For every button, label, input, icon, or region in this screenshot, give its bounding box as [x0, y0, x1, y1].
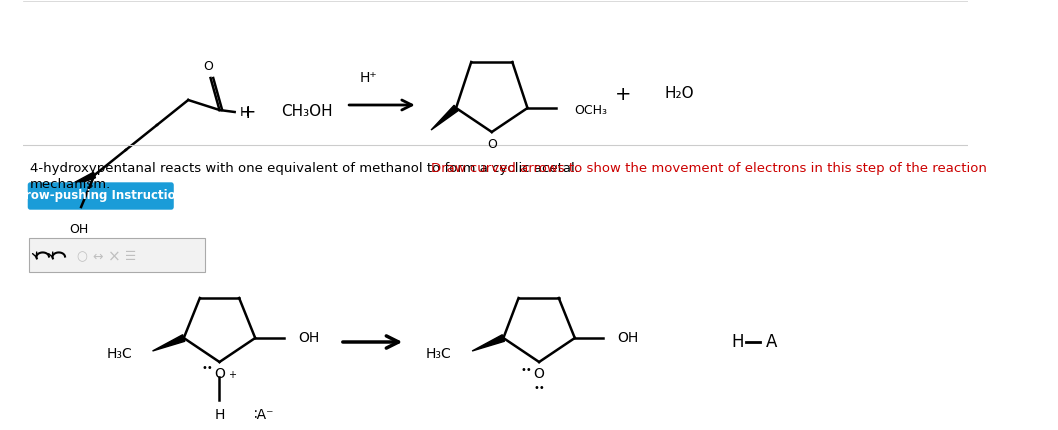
- Text: ∶A⁻: ∶A⁻: [254, 408, 274, 422]
- Text: O: O: [487, 138, 496, 151]
- Text: +: +: [240, 102, 256, 122]
- Text: ↔: ↔: [93, 251, 104, 264]
- Text: O: O: [533, 367, 545, 381]
- Polygon shape: [472, 335, 505, 351]
- Text: H: H: [240, 105, 250, 119]
- Text: CH₃OH: CH₃OH: [281, 104, 333, 120]
- Text: H: H: [731, 333, 744, 351]
- Text: A: A: [766, 333, 777, 351]
- FancyBboxPatch shape: [30, 238, 205, 272]
- Text: O: O: [214, 367, 225, 381]
- Text: 4-hydroxypentanal reacts with one equivalent of methanol to form a cyclic acetal: 4-hydroxypentanal reacts with one equiva…: [31, 162, 583, 175]
- Text: ••: ••: [533, 383, 545, 393]
- Text: OH: OH: [618, 331, 639, 345]
- Text: mechanism.: mechanism.: [31, 178, 111, 191]
- Text: H₃C: H₃C: [426, 347, 452, 361]
- Text: H⁺: H⁺: [360, 71, 378, 85]
- Text: Draw curved arrows to show the movement of electrons in this step of the reactio: Draw curved arrows to show the movement …: [432, 162, 987, 175]
- Text: OCH₃: OCH₃: [573, 104, 607, 117]
- Text: OH: OH: [70, 223, 89, 236]
- Text: ○: ○: [76, 251, 88, 264]
- FancyBboxPatch shape: [29, 183, 174, 209]
- Text: +: +: [229, 370, 236, 380]
- Text: Arrow-pushing Instructions: Arrow-pushing Instructions: [11, 190, 191, 203]
- Polygon shape: [152, 335, 185, 351]
- Polygon shape: [431, 105, 458, 130]
- Text: ••: ••: [521, 365, 532, 375]
- Text: ×: ×: [108, 249, 121, 264]
- Text: H₃C: H₃C: [106, 347, 132, 361]
- Text: O: O: [203, 59, 213, 73]
- Text: ☰: ☰: [126, 251, 136, 264]
- Text: H: H: [215, 408, 224, 422]
- Text: +: +: [615, 86, 632, 104]
- Text: OH: OH: [298, 331, 320, 345]
- Text: H₂O: H₂O: [664, 86, 694, 101]
- Polygon shape: [60, 172, 95, 190]
- Text: ••: ••: [201, 363, 213, 373]
